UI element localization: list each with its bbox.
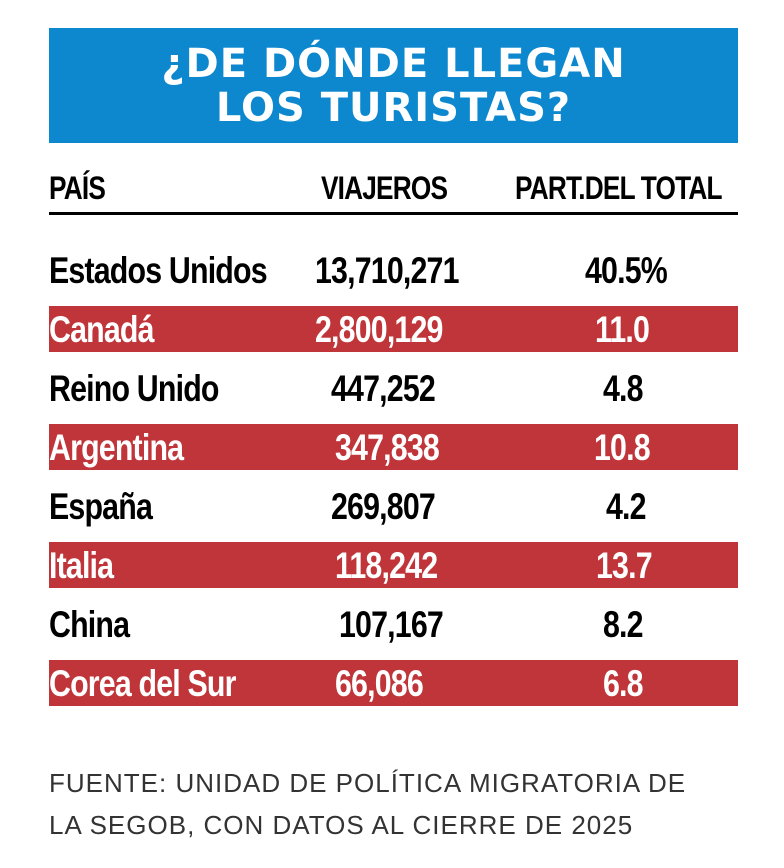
table-row: China 107,167 8.2 [49,601,738,647]
source-line-2: LA SEGOB, CON DATOS AL CIERRE DE 2025 [49,810,634,840]
cell-travelers: 13,710,271 [315,250,459,291]
travelers-table: Estados Unidos 13,710,271 40.5% Canadá 2… [49,247,738,719]
table-row: Canadá 2,800,129 11.0 [49,306,738,352]
cell-country: China [49,604,130,645]
source-line-1: FUENTE: UNIDAD DE POLÍTICA MIGRATORIA DE [49,768,687,798]
cell-travelers: 269,807 [331,486,436,527]
header-travelers: VIAJEROS [321,170,448,206]
cell-country: Estados Unidos [49,250,268,291]
cell-travelers: 118,242 [335,545,438,586]
cell-share: 13.7 [596,545,653,586]
cell-country: Corea del Sur [49,663,236,704]
cell-country: España [49,486,153,527]
table-row: España 269,807 4.2 [49,483,738,529]
cell-share: 40.5% [585,250,668,291]
header-country: PAÍS [49,170,106,206]
cell-travelers: 447,252 [331,368,436,409]
header-share: PART.DEL TOTAL [515,170,723,206]
cell-country: Reino Unido [49,368,219,409]
cell-country: Canadá [49,309,154,350]
source-note: FUENTE: UNIDAD DE POLÍTICA MIGRATORIA DE… [49,762,749,846]
cell-share: 6.8 [603,663,644,704]
table-row: Reino Unido 447,252 4.8 [49,365,738,411]
cell-share: 8.2 [603,604,644,645]
table-row: Italia 118,242 13.7 [49,542,738,588]
cell-travelers: 66,086 [335,663,424,704]
title-line-1: ¿DE DÓNDE LLEGAN [161,40,626,87]
cell-country: Italia [49,545,114,586]
table-row: Estados Unidos 13,710,271 40.5% [49,247,738,293]
table-header: PAÍS VIAJEROS PART.DEL TOTAL [49,166,738,215]
cell-travelers: 347,838 [335,427,440,468]
table-row: Corea del Sur 66,086 6.8 [49,660,738,706]
cell-share: 11.0 [595,309,650,350]
cell-country: Argentina [49,427,184,468]
table-row: Argentina 347,838 10.8 [49,424,738,470]
title-banner: ¿DE DÓNDE LLEGAN LOS TURISTAS? [49,28,738,143]
cell-share: 10.8 [594,427,651,468]
title-line-2: LOS TURISTAS? [215,84,572,131]
cell-travelers: 2,800,129 [315,309,443,350]
cell-share: 4.2 [606,486,647,527]
cell-share: 4.8 [603,368,644,409]
cell-travelers: 107,167 [339,604,444,645]
